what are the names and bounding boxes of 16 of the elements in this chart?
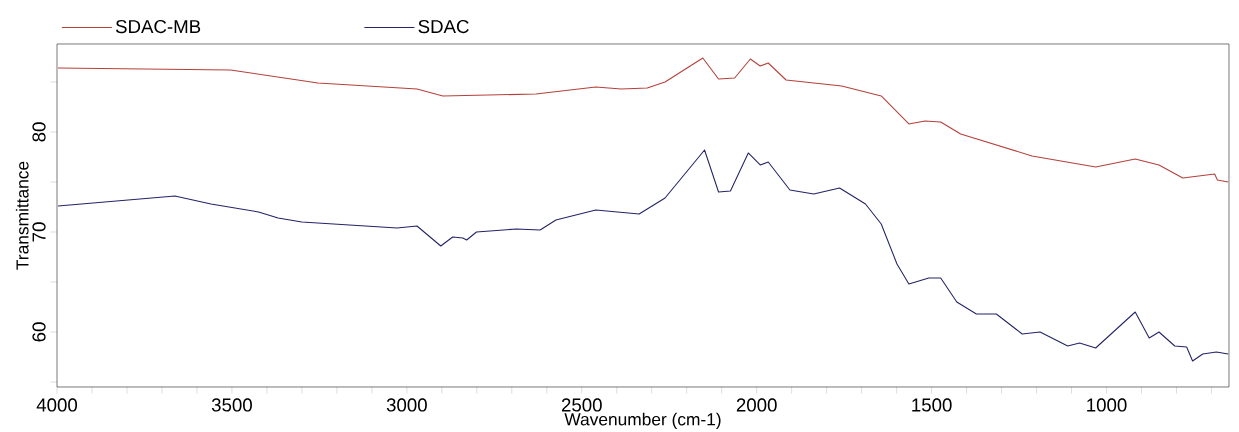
y-tick-label: 80 bbox=[32, 122, 46, 142]
y-tick-label: 60 bbox=[32, 322, 46, 342]
line-series bbox=[57, 149, 1229, 362]
x-tick-label: 2000 bbox=[736, 398, 777, 412]
legend-label: SDAC-MB bbox=[115, 19, 201, 34]
x-tick-label: 1000 bbox=[1087, 398, 1127, 412]
x-tick-label: 3000 bbox=[386, 398, 427, 412]
line-series bbox=[57, 57, 1229, 183]
legend-label: SDAC bbox=[418, 19, 469, 34]
x-axis-title: Wavenumber (cm-1) bbox=[564, 412, 721, 429]
x-tick-label: 3500 bbox=[211, 398, 252, 412]
x-tick-label: 4000 bbox=[36, 398, 78, 412]
y-axis-title: Transmittance bbox=[15, 161, 29, 270]
y-tick-label: 70 bbox=[32, 222, 46, 242]
x-tick-label: 2500 bbox=[561, 398, 602, 412]
x-tick-label: 1500 bbox=[912, 398, 952, 412]
